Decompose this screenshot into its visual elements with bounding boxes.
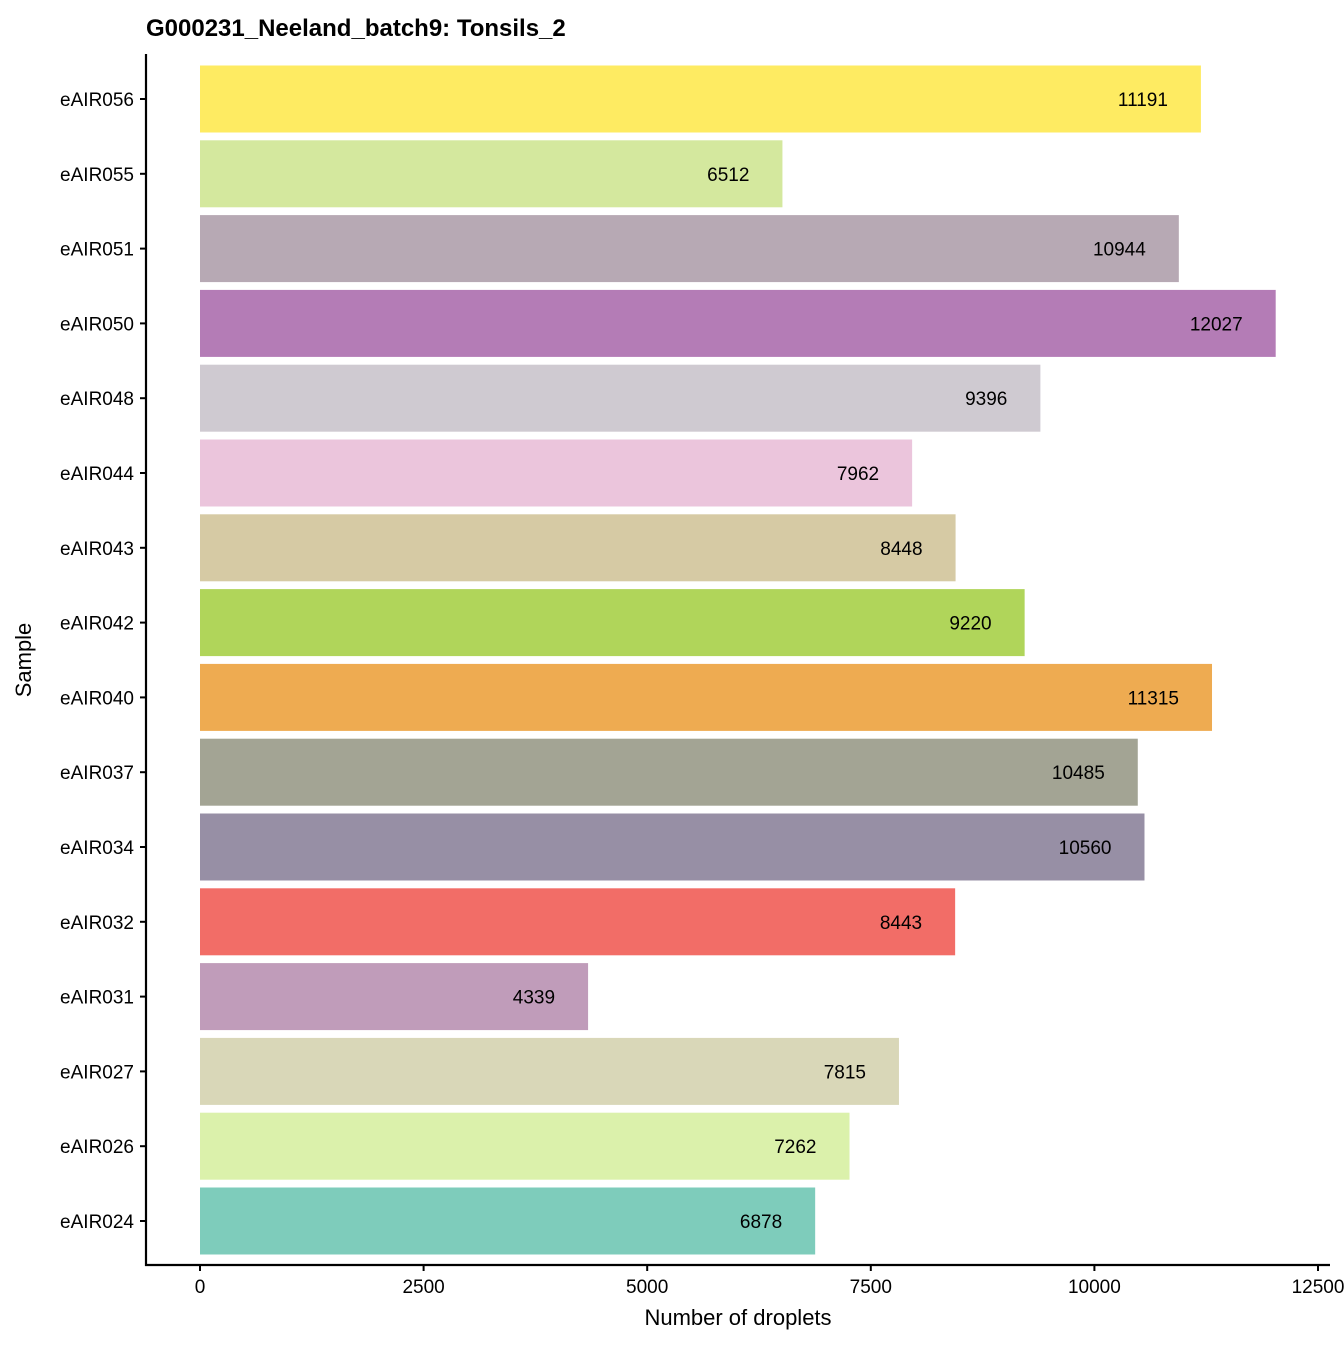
bar-value-label: 10944 bbox=[1093, 240, 1146, 261]
bar-eAIR027 bbox=[200, 1037, 899, 1105]
bar-value-label: 11315 bbox=[1128, 688, 1179, 709]
y-tick-label: eAIR040 bbox=[60, 688, 134, 709]
x-axis-title: Number of droplets bbox=[644, 1305, 831, 1330]
y-tick-label: eAIR024 bbox=[60, 1212, 134, 1233]
bar-eAIR031 bbox=[200, 963, 589, 1031]
y-tick-label: eAIR042 bbox=[60, 614, 134, 635]
bar-value-label: 10485 bbox=[1052, 763, 1105, 784]
bar-value-label: 9220 bbox=[949, 614, 991, 635]
bar-eAIR044 bbox=[200, 439, 913, 507]
y-tick-label: eAIR043 bbox=[60, 539, 134, 560]
bar-eAIR032 bbox=[200, 888, 956, 956]
x-tick-label: 12500 bbox=[1292, 1277, 1344, 1298]
bar-value-label: 10560 bbox=[1059, 838, 1112, 859]
bar-eAIR040 bbox=[200, 663, 1213, 731]
bar-value-label: 7962 bbox=[837, 464, 879, 485]
chart-title: G000231_Neeland_batch9: Tonsils_2 bbox=[146, 15, 566, 42]
bar-value-label: 7815 bbox=[824, 1062, 866, 1083]
bar-value-label: 4339 bbox=[513, 988, 555, 1009]
y-tick-label: eAIR032 bbox=[60, 913, 134, 934]
y-tick-label: eAIR048 bbox=[60, 389, 134, 410]
y-tick-label: eAIR031 bbox=[60, 988, 134, 1009]
bar-eAIR051 bbox=[200, 215, 1179, 283]
bar-value-label: 8448 bbox=[880, 539, 922, 560]
y-tick-label: eAIR034 bbox=[60, 838, 134, 859]
x-tick-label: 5000 bbox=[626, 1277, 668, 1298]
y-tick-label: eAIR050 bbox=[60, 314, 134, 335]
bar-eAIR043 bbox=[200, 514, 956, 582]
bar-eAIR042 bbox=[200, 589, 1025, 657]
x-tick-label: 0 bbox=[195, 1277, 206, 1298]
y-tick-label: eAIR044 bbox=[60, 464, 134, 485]
y-tick-label: eAIR037 bbox=[60, 763, 134, 784]
x-tick-label: 10000 bbox=[1068, 1277, 1121, 1298]
x-tick-label: 2500 bbox=[402, 1277, 444, 1298]
bar-eAIR048 bbox=[200, 364, 1041, 432]
bar-value-label: 7262 bbox=[774, 1137, 816, 1158]
bar-eAIR056 bbox=[200, 65, 1201, 133]
bar-eAIR055 bbox=[200, 140, 783, 208]
bar-eAIR037 bbox=[200, 738, 1138, 806]
bar-value-label: 8443 bbox=[880, 913, 922, 934]
x-tick-label: 7500 bbox=[850, 1277, 892, 1298]
bar-value-label: 11191 bbox=[1118, 90, 1168, 111]
bar-value-label: 6512 bbox=[707, 165, 749, 186]
y-tick-label: eAIR051 bbox=[60, 240, 134, 261]
bar-eAIR050 bbox=[200, 289, 1276, 357]
y-tick-label: eAIR026 bbox=[60, 1137, 134, 1158]
y-axis-title: Sample bbox=[11, 623, 36, 698]
bar-value-label: 9396 bbox=[965, 389, 1007, 410]
bar-value-label: 12027 bbox=[1190, 314, 1243, 335]
bar-eAIR026 bbox=[200, 1112, 850, 1180]
bar-eAIR034 bbox=[200, 813, 1145, 881]
y-tick-label: eAIR056 bbox=[60, 90, 134, 111]
y-tick-label: eAIR055 bbox=[60, 165, 134, 186]
y-tick-label: eAIR027 bbox=[60, 1062, 134, 1083]
bar-eAIR024 bbox=[200, 1187, 816, 1255]
bar-value-label: 6878 bbox=[740, 1212, 782, 1233]
